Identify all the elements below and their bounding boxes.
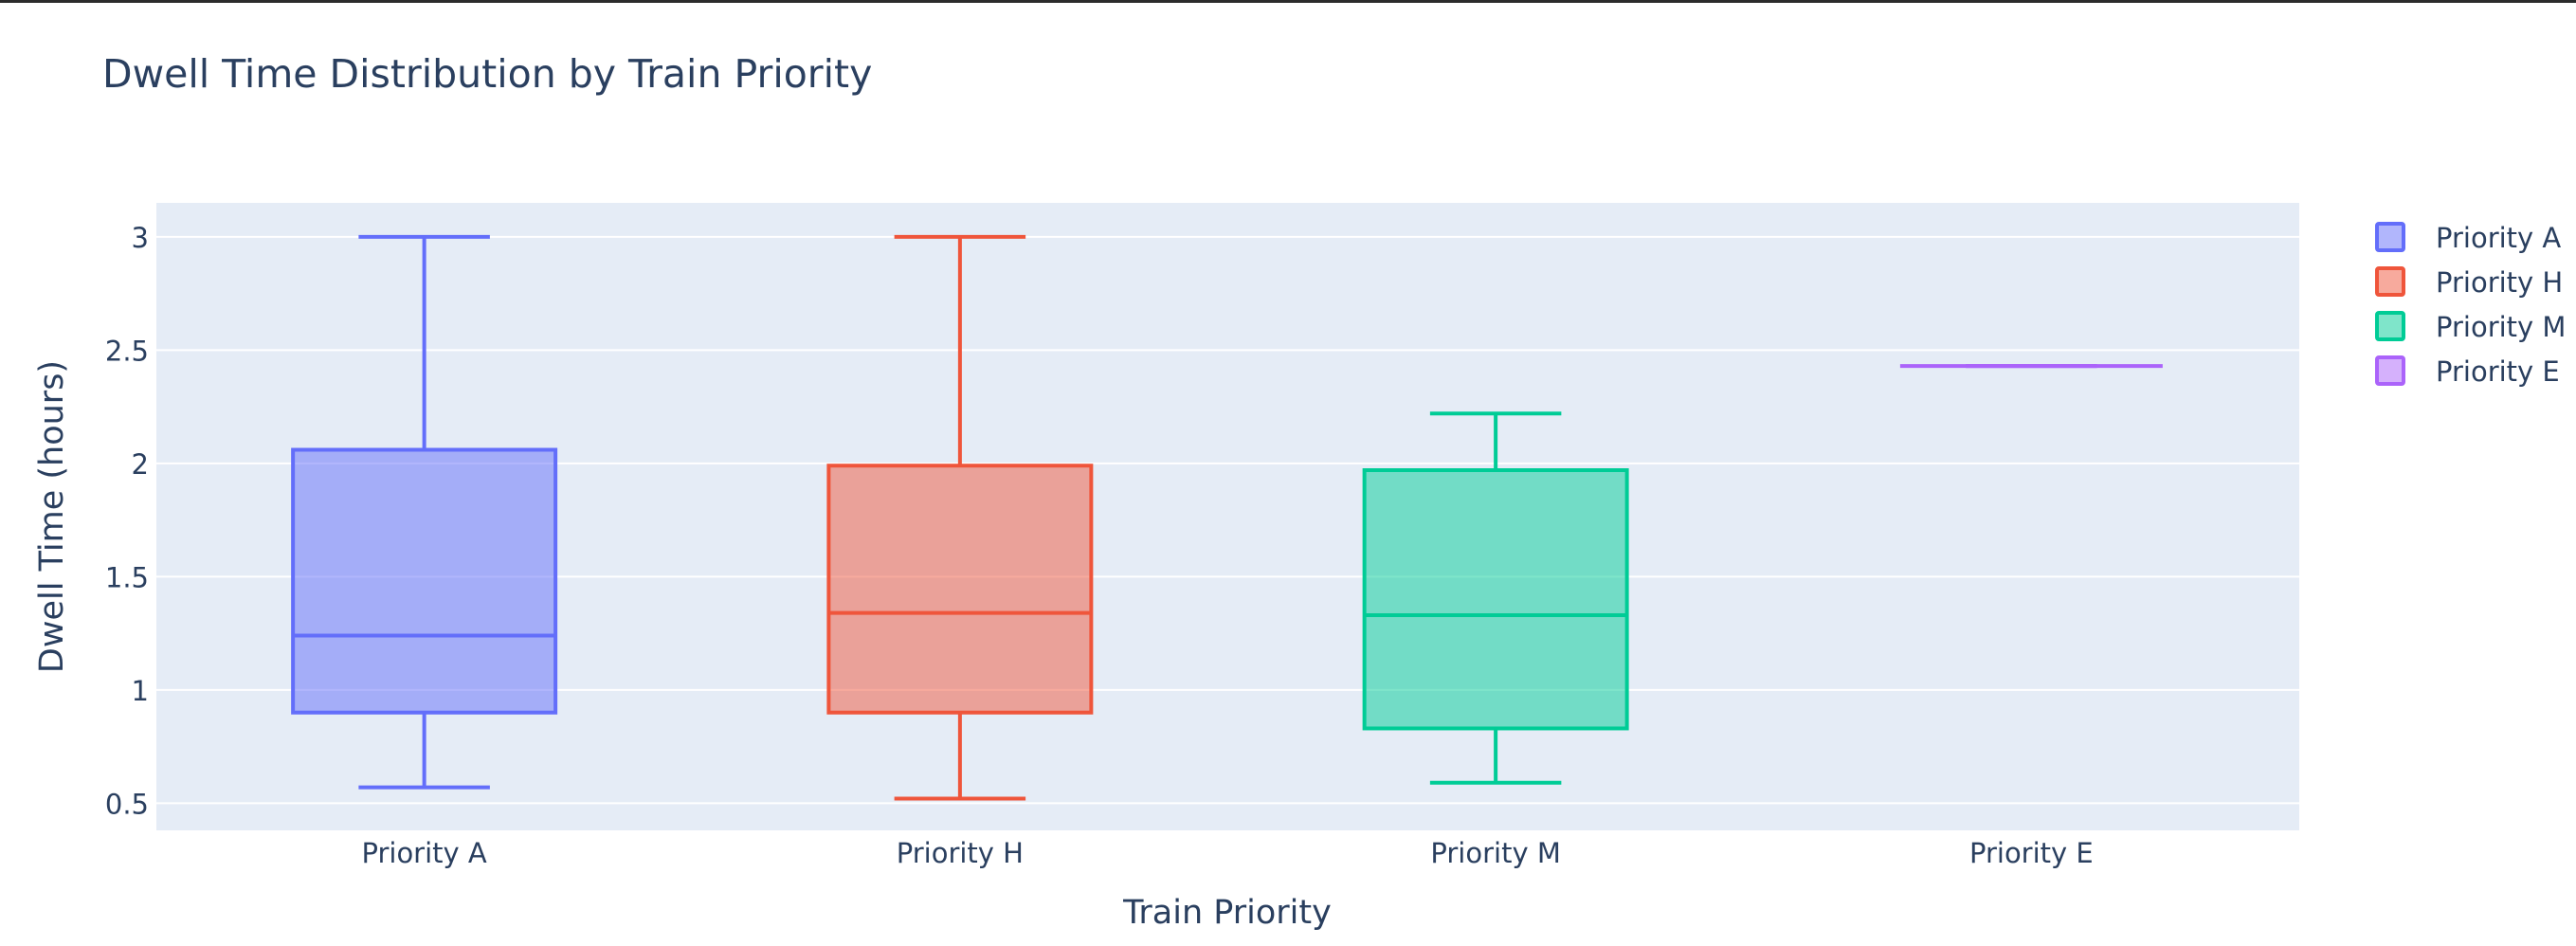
legend-swatch — [2375, 311, 2405, 341]
legend-label: Priority E — [2436, 355, 2560, 388]
legend-item-priority-m[interactable]: Priority M — [2375, 311, 2566, 343]
chart-title: Dwell Time Distribution by Train Priorit… — [102, 51, 872, 97]
y-tick-label: 0.5 — [105, 788, 149, 820]
y-tick-label: 1 — [132, 675, 149, 707]
legend-item-priority-h[interactable]: Priority H — [2375, 266, 2563, 299]
legend-swatch — [2375, 355, 2405, 386]
y-tick-label: 3 — [132, 222, 149, 254]
x-axis-title: Train Priority — [1122, 894, 1332, 932]
x-tick-label: Priority E — [1969, 837, 2094, 869]
y-tick-label: 2 — [132, 448, 149, 481]
window-top-border — [0, 0, 2576, 3]
legend-swatch — [2375, 266, 2405, 297]
iqr-box — [291, 447, 558, 715]
x-tick-label: Priority H — [897, 837, 1024, 869]
legend[interactable]: Priority A Priority H Priority M Priority E — [2375, 222, 2566, 388]
legend-label: Priority M — [2436, 311, 2566, 343]
y-axis-ticks: 0.5 1 1.5 2 2.5 3 — [105, 222, 149, 820]
x-tick-label: Priority M — [1430, 837, 1560, 869]
legend-label: Priority H — [2436, 266, 2563, 299]
box-priority-m — [1362, 411, 1629, 785]
y-tick-label: 1.5 — [105, 561, 149, 593]
box-priority-a — [291, 234, 558, 790]
x-tick-label: Priority A — [361, 837, 486, 869]
iqr-box — [826, 464, 1094, 715]
box-series — [291, 234, 2163, 801]
x-axis-ticks: Priority A Priority H Priority M Priority E — [361, 837, 2093, 869]
legend-label: Priority A — [2436, 222, 2561, 254]
legend-item-priority-a[interactable]: Priority A — [2375, 222, 2561, 254]
y-axis-title: Dwell Time (hours) — [33, 360, 71, 673]
legend-swatch — [2375, 222, 2405, 252]
y-tick-label: 2.5 — [105, 335, 149, 367]
box-priority-h — [826, 234, 1094, 801]
iqr-box — [1362, 468, 1629, 731]
legend-item-priority-e[interactable]: Priority E — [2375, 355, 2560, 388]
